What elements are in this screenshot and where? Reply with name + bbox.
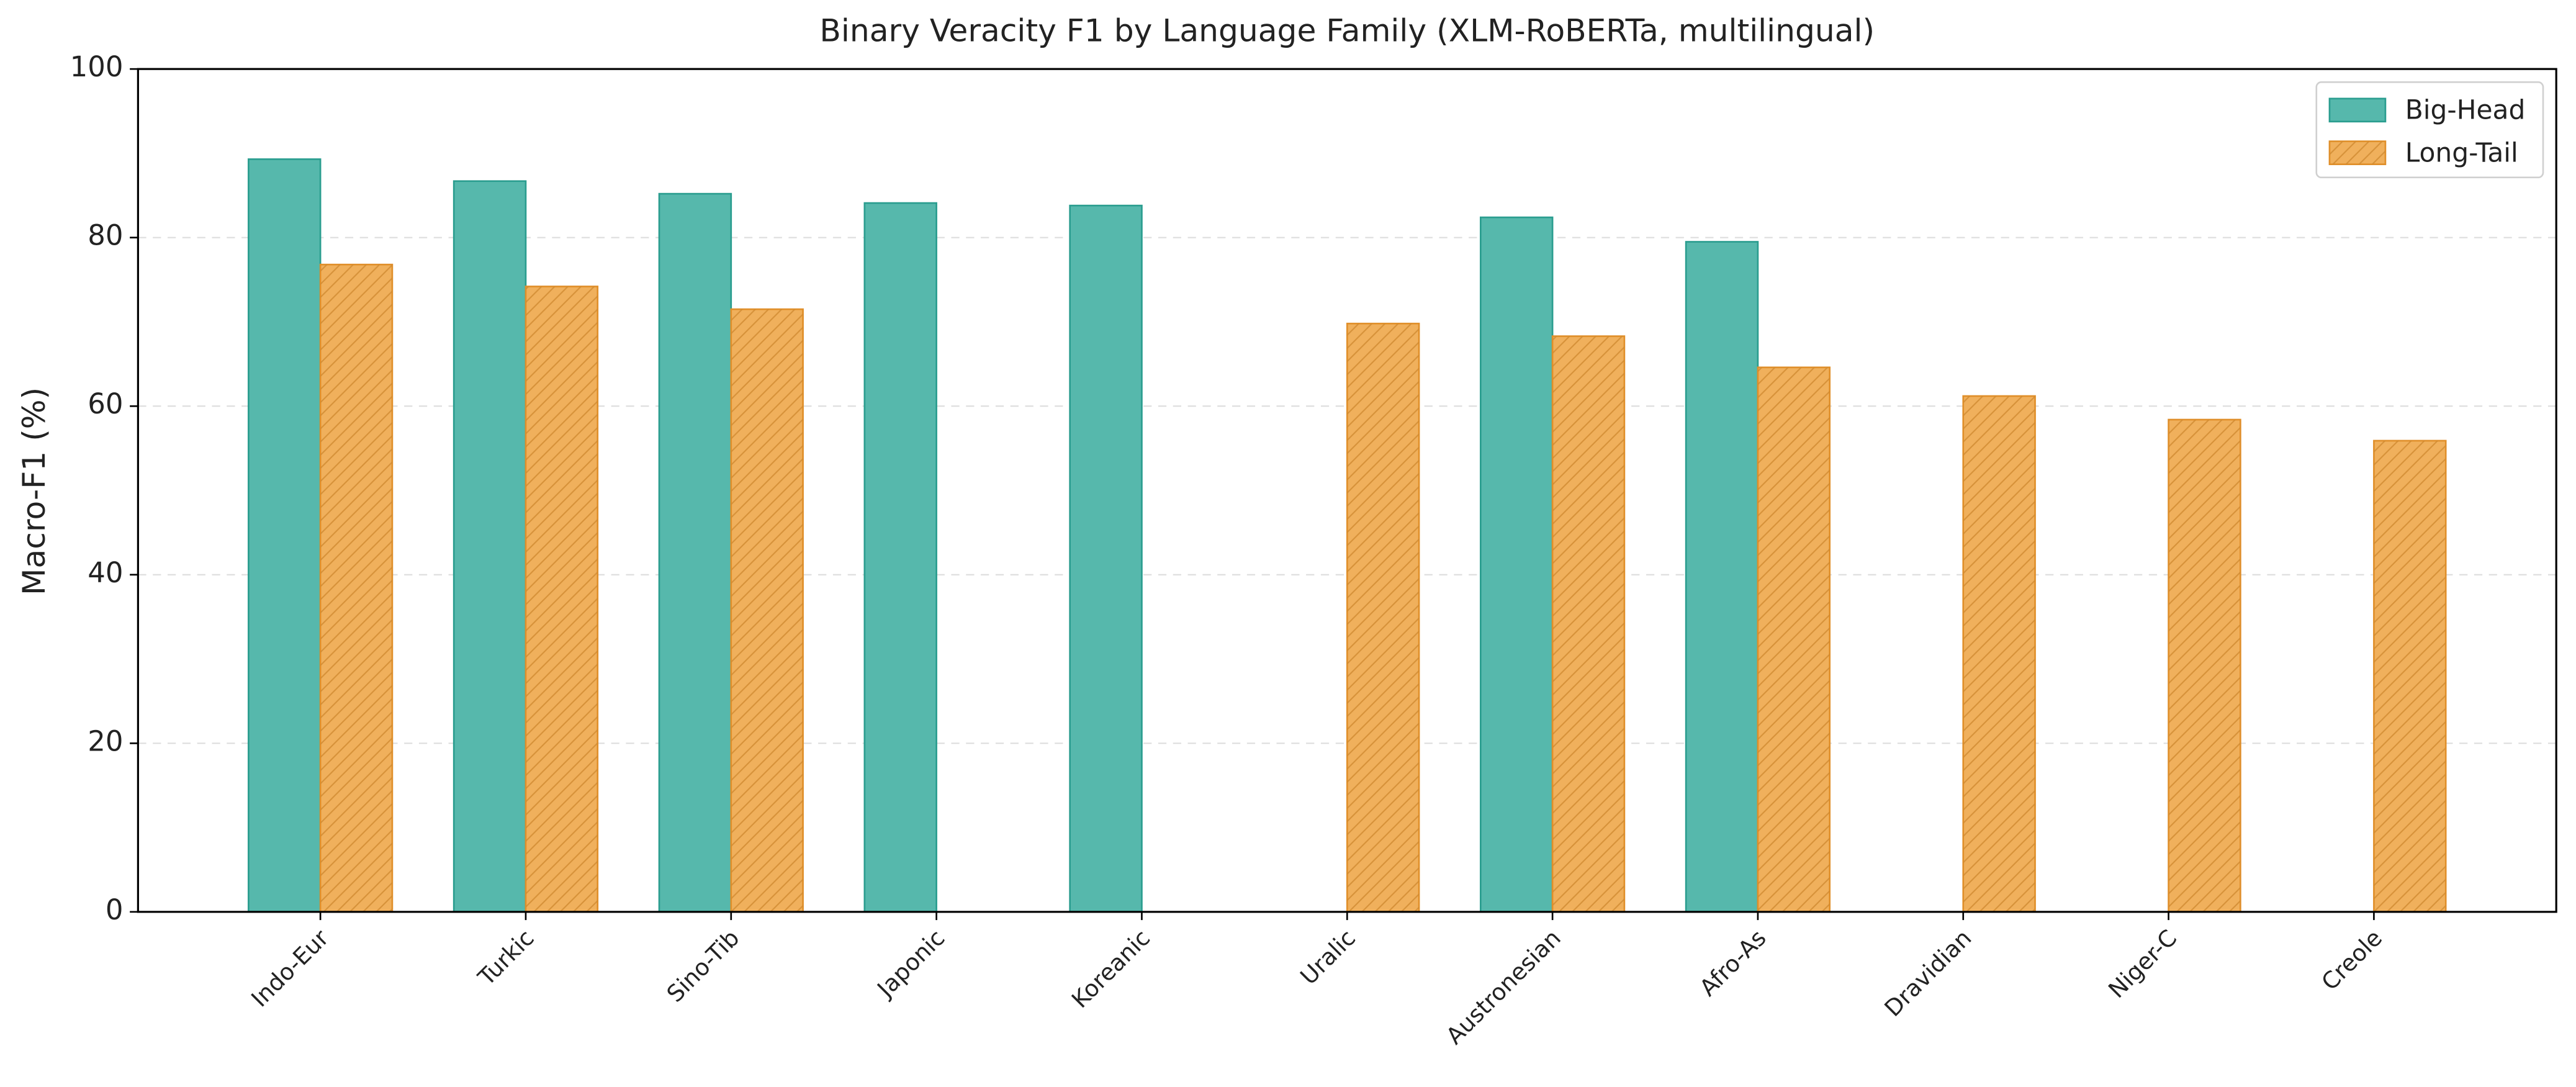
x-tick-label: Koreanic (1066, 924, 1155, 1013)
legend-label: Big-Head (2405, 94, 2526, 125)
bar-hatch (320, 264, 392, 912)
y-tick-label: 0 (106, 893, 124, 926)
y-tick-label: 100 (70, 50, 124, 83)
bar-hatch (1963, 395, 2035, 912)
legend-label: Long-Tail (2405, 137, 2518, 168)
bar (248, 158, 322, 913)
bar-hatch (731, 309, 803, 912)
x-tick-label: Indo-Eur (246, 924, 335, 1013)
bar (863, 202, 937, 913)
x-tick-label: Dravidian (1880, 924, 1977, 1022)
bar (658, 192, 732, 913)
bar (453, 180, 527, 913)
y-tick-label: 20 (88, 724, 123, 757)
x-tick-label: Creole (2317, 924, 2387, 995)
y-tick-label: 40 (88, 556, 123, 589)
legend-hatch (2329, 141, 2385, 165)
x-tick-label: Austronesian (1441, 924, 1565, 1049)
plot-frame (137, 68, 2557, 913)
bar-hatch (2168, 419, 2241, 912)
bar-hatch (1552, 336, 1624, 912)
y-tick-label: 60 (88, 387, 123, 420)
x-tick-label: Sino-Tib (662, 924, 745, 1008)
x-tick-label: Uralic (1295, 924, 1361, 990)
bar (1479, 216, 1554, 913)
bar (1685, 241, 1759, 913)
bar (1069, 204, 1143, 913)
chart-title: Binary Veracity F1 by Language Family (X… (819, 12, 1875, 48)
bar-hatch (2374, 440, 2446, 912)
y-axis-label: Macro-F1 (%) (16, 387, 52, 595)
legend-swatch (2328, 97, 2387, 123)
x-tick-label: Niger-C (2103, 924, 2182, 1003)
x-tick-label: Japonic (871, 924, 950, 1003)
y-tick-label: 80 (88, 219, 123, 252)
bar-hatch (1757, 367, 1830, 912)
bar-hatch (1347, 323, 1420, 912)
bar-hatch (525, 286, 598, 912)
x-tick-label: Turkic (472, 924, 539, 991)
x-tick-label: Afro-As (1695, 924, 1772, 1001)
